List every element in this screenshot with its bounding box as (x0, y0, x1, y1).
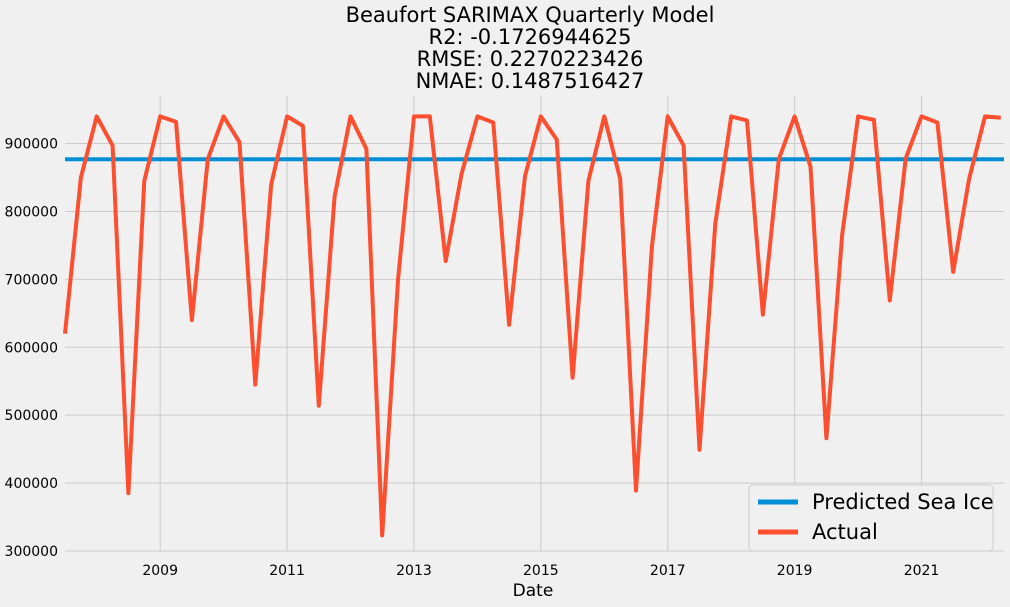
x-axis-label: Date (513, 581, 554, 601)
y-tick-label: 300000 (5, 544, 58, 560)
x-tick-label: 2011 (269, 563, 305, 579)
y-tick-label: 600000 (5, 340, 58, 356)
y-axis-ticks: 300000 400000 500000 600000 700000 800000 9000… (5, 137, 58, 560)
x-tick-label: 2013 (396, 563, 432, 579)
chart-subtitle-r2: R2: -0.1726944625 (429, 25, 632, 49)
chart-title: Beaufort SARIMAX Quarterly Model (346, 3, 715, 27)
x-tick-label: 2017 (650, 563, 686, 579)
chart-subtitle-nmae: NMAE: 0.1487516427 (416, 69, 645, 93)
x-tick-label: 2015 (523, 563, 559, 579)
y-tick-label: 800000 (5, 204, 58, 220)
series-lines (63, 114, 1004, 538)
legend-label-predicted: Predicted Sea Ice (812, 490, 994, 514)
x-tick-label: 2021 (904, 563, 940, 579)
y-tick-label: 900000 (5, 137, 58, 153)
x-tick-label: 2019 (777, 563, 813, 579)
x-tick-label: 2009 (142, 563, 178, 579)
series-line-actual (63, 114, 1001, 538)
legend: Predicted Sea Ice Actual (748, 484, 994, 552)
chart-subtitle-rmse: RMSE: 0.2270223426 (417, 47, 644, 71)
y-tick-label: 700000 (5, 272, 58, 288)
y-tick-label: 400000 (5, 476, 58, 492)
legend-box (748, 484, 994, 552)
y-tick-label: 500000 (5, 408, 58, 424)
x-axis-ticks: 2009 2011 2013 2015 2017 2019 2021 (142, 563, 939, 579)
legend-label-actual: Actual (812, 520, 878, 544)
